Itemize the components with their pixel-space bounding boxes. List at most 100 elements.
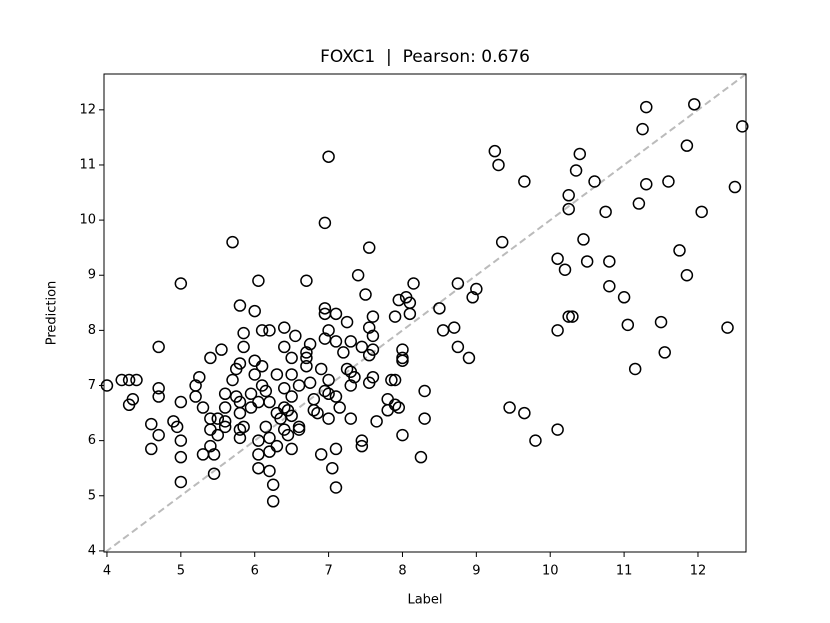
point xyxy=(170,420,184,434)
point xyxy=(252,448,265,461)
point xyxy=(115,373,128,387)
point xyxy=(333,401,346,414)
point xyxy=(122,398,136,412)
point xyxy=(381,404,394,417)
point xyxy=(300,346,313,359)
point xyxy=(366,310,380,323)
point xyxy=(255,324,269,337)
x-tick-label: 9 xyxy=(472,564,480,579)
point xyxy=(662,175,675,188)
point xyxy=(518,406,531,420)
reference-line xyxy=(104,73,747,553)
point xyxy=(233,431,247,445)
point xyxy=(322,412,335,425)
point xyxy=(145,417,158,431)
point xyxy=(362,241,376,254)
y-tick-label: 8 xyxy=(88,323,96,338)
point xyxy=(337,346,350,359)
point xyxy=(344,412,358,425)
point xyxy=(495,235,509,249)
x-tick-label: 11 xyxy=(616,564,633,579)
point xyxy=(314,448,328,461)
point xyxy=(318,384,332,398)
point xyxy=(100,379,114,392)
point xyxy=(270,368,284,381)
point xyxy=(292,423,306,436)
point xyxy=(628,362,642,376)
point xyxy=(307,404,321,417)
point xyxy=(640,100,653,114)
point xyxy=(603,255,616,268)
point xyxy=(573,147,587,161)
point xyxy=(351,268,365,282)
y-tick-label: 6 xyxy=(88,433,96,448)
point xyxy=(329,442,343,456)
point xyxy=(248,304,261,318)
point xyxy=(285,442,298,456)
point xyxy=(270,439,284,453)
point xyxy=(303,376,317,389)
point xyxy=(388,310,402,323)
point xyxy=(680,268,694,282)
point xyxy=(396,354,409,367)
point xyxy=(551,324,564,337)
point xyxy=(636,122,649,136)
y-tick-label: 7 xyxy=(88,378,96,393)
point xyxy=(621,318,635,332)
x-tick-label: 7 xyxy=(324,564,332,579)
point xyxy=(248,368,261,381)
point xyxy=(174,450,188,464)
point xyxy=(218,387,232,401)
point xyxy=(451,340,465,354)
point xyxy=(359,288,372,301)
plot-frame xyxy=(103,73,747,553)
point xyxy=(252,274,265,287)
point xyxy=(451,277,465,290)
point xyxy=(344,335,358,348)
point xyxy=(348,370,361,384)
point xyxy=(314,362,328,376)
point xyxy=(278,382,291,395)
point xyxy=(174,475,188,489)
point xyxy=(211,412,225,425)
point xyxy=(218,420,232,434)
point xyxy=(300,351,313,365)
point xyxy=(603,280,616,293)
point xyxy=(237,326,250,340)
point xyxy=(318,302,332,315)
point xyxy=(344,379,358,392)
point xyxy=(300,359,313,373)
point xyxy=(562,310,575,323)
point xyxy=(680,139,694,152)
point xyxy=(366,329,380,343)
point xyxy=(617,291,631,304)
x-tick-label: 6 xyxy=(251,564,259,579)
point xyxy=(403,307,417,321)
point xyxy=(355,434,369,447)
y-tick-label: 12 xyxy=(79,102,96,117)
point xyxy=(174,277,188,290)
point xyxy=(285,409,298,423)
point xyxy=(215,343,228,356)
point xyxy=(407,277,420,290)
point xyxy=(263,464,276,478)
point xyxy=(289,329,302,343)
point xyxy=(436,324,450,337)
point xyxy=(329,335,343,348)
point xyxy=(237,340,250,354)
point xyxy=(248,354,261,367)
point xyxy=(207,467,221,480)
point xyxy=(558,263,572,276)
point xyxy=(562,189,575,202)
point xyxy=(577,233,590,246)
point xyxy=(654,315,668,329)
point xyxy=(688,98,701,111)
point xyxy=(145,442,158,456)
point xyxy=(237,420,250,434)
point xyxy=(244,401,258,414)
point xyxy=(370,415,383,428)
point xyxy=(562,202,575,216)
point xyxy=(470,282,483,296)
point xyxy=(259,420,273,434)
